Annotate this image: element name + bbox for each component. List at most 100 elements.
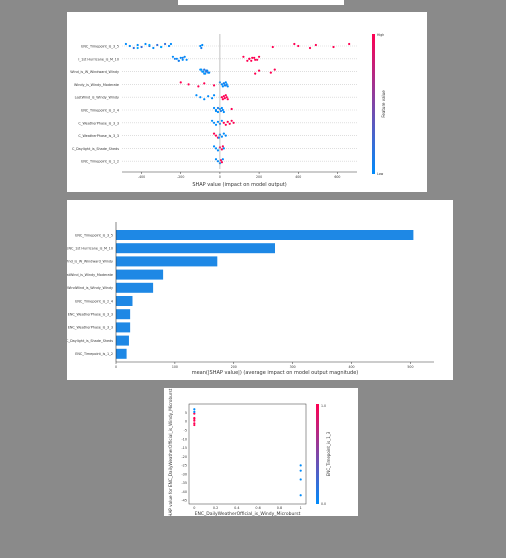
x-tick-label: 0.2 [213, 506, 218, 510]
beeswarm-point [221, 145, 224, 148]
beeswarm-point [216, 160, 220, 163]
scatter-point [299, 494, 302, 497]
scatter-point [299, 478, 302, 481]
feature-label: C_Daylight_is_Shade_Sheds [72, 147, 119, 151]
beeswarm-point [212, 145, 216, 148]
beeswarm-point [222, 147, 225, 150]
x-axis-label: SHAP value (impact on model output) [192, 182, 286, 188]
beeswarm-point [210, 119, 214, 122]
beeswarm-point [202, 70, 205, 73]
beeswarm-point [199, 96, 202, 99]
x-tick-label: 500 [407, 365, 413, 369]
colorbar-high-label: High [377, 33, 384, 37]
x-tick-label: 0.6 [255, 506, 260, 510]
y-tick-label: -20 [181, 455, 187, 459]
scatter-point [193, 410, 196, 413]
scatter-point [193, 408, 196, 411]
y-tick-label: -10 [181, 437, 187, 441]
beeswarm-point [214, 147, 218, 150]
category-label: ENC_Timepoint_is_3_5 [75, 233, 113, 237]
scatter-point [193, 412, 196, 415]
beeswarm-point [221, 98, 224, 101]
beeswarm-point [171, 55, 175, 58]
beeswarm-point [203, 98, 206, 101]
y-tick-label: -5 [184, 429, 187, 433]
y-tick-label: -45 [181, 499, 187, 503]
plot-frame [188, 403, 307, 505]
beeswarm-point [181, 58, 184, 61]
beeswarm-point [156, 43, 159, 47]
shap-beeswarm-panel: ENC_Timepoint_is_3_5 I_1st Hurricane_is_M… [67, 12, 427, 192]
beeswarm-point [221, 108, 224, 112]
bar [116, 269, 164, 280]
beeswarm-point [220, 135, 223, 138]
feature-label: Wind_is_W_Windward_Windy [70, 70, 119, 74]
x-tick-label: 0 [219, 175, 221, 179]
beeswarm-point [205, 70, 208, 73]
beeswarm-point [224, 123, 227, 126]
beeswarm-point [222, 110, 225, 114]
beeswarm-point [152, 46, 155, 50]
x-tick-label: -200 [177, 175, 184, 179]
x-tick-label: 1 [300, 506, 302, 510]
bar [116, 230, 414, 240]
beeswarm-point [253, 56, 256, 59]
beeswarm-point [216, 106, 220, 110]
beeswarm-point [220, 119, 223, 122]
feature-label: ENC_Timepoint_is_2_4 [81, 109, 119, 113]
beeswarm-point [224, 84, 227, 87]
beeswarm-point [212, 106, 216, 110]
beeswarm-point [148, 43, 151, 47]
beeswarm-point [223, 97, 226, 100]
beeswarm-point [183, 55, 186, 58]
beeswarm-point [179, 56, 182, 59]
y-tick-label: -25 [181, 464, 187, 468]
bar [116, 309, 131, 320]
bar [116, 348, 127, 359]
beeswarm-point [167, 44, 171, 48]
beeswarm-point [214, 109, 218, 113]
beeswarm-point [297, 44, 300, 48]
beeswarm-point [201, 43, 204, 47]
x-tick-label: 600 [334, 175, 340, 179]
beeswarm-point [208, 71, 211, 74]
shap-dependence-panel: 0 0.2 0.4 0.6 0.8 1 5 0 -5 -10 -15 -20 -25 -30 -35 -40 -… [164, 388, 358, 516]
x-tick-label: 0 [193, 506, 195, 510]
beeswarm-point [203, 82, 206, 85]
beeswarm-point [216, 120, 220, 123]
x-tick-label: 200 [231, 365, 237, 369]
feature-label: C_WeatherPhase_is_3_3 [78, 134, 119, 138]
beeswarm-point [221, 85, 224, 88]
colorbar [372, 34, 375, 174]
beeswarm-point [226, 120, 229, 123]
beeswarm-point [242, 55, 245, 58]
beeswarm-point [160, 45, 163, 49]
beeswarm-point [214, 123, 218, 126]
beeswarm-point [181, 56, 184, 59]
y-tick-label: -40 [181, 490, 187, 494]
category-label: ENC_Timepoint_is_2_4 [75, 299, 113, 303]
category-label: ENC_1st Hurricane_is_M_10 [67, 247, 113, 251]
beeswarm-point [293, 42, 296, 46]
beeswarm-point [132, 46, 135, 50]
beeswarm-point [332, 45, 335, 49]
beeswarm-point [214, 134, 218, 137]
x-axis-label: ENC_DailyWeatherOfficial_is_Windy_Microb… [195, 511, 301, 516]
x-tick-label: 400 [295, 175, 301, 179]
beeswarm-point [173, 57, 176, 60]
feature-label: LastWind_is_Windy_Windy [75, 96, 119, 100]
x-tick-label: 100 [172, 365, 178, 369]
beeswarm-point [308, 46, 312, 50]
beeswarm-point [212, 132, 216, 135]
beeswarm-point [256, 58, 259, 61]
x-tick-label: -400 [138, 175, 145, 179]
beeswarm-point [222, 95, 225, 98]
scatter-point [193, 422, 196, 425]
beeswarm-point [187, 83, 190, 86]
beeswarm-point [232, 121, 235, 124]
beeswarm-point [228, 122, 231, 125]
beeswarm-point [221, 158, 224, 161]
beeswarm-point [136, 43, 139, 47]
scatter-point [299, 464, 302, 467]
beeswarm-point [216, 149, 220, 152]
